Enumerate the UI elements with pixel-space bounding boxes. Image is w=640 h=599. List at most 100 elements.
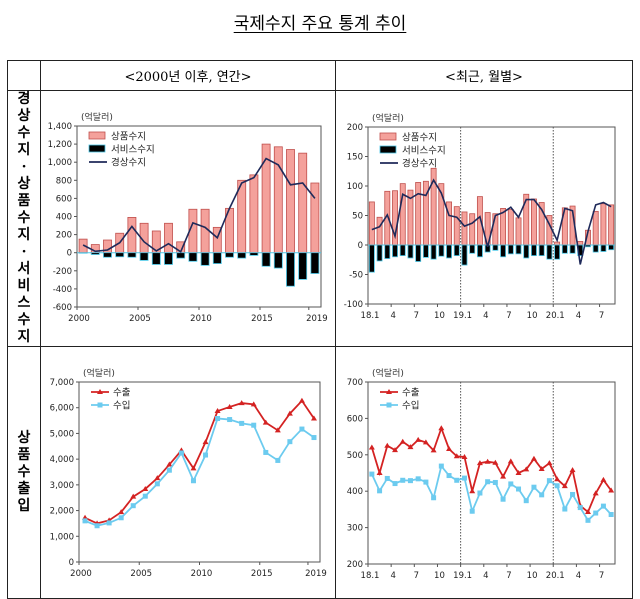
marker-수입 — [203, 452, 209, 458]
marker-수출 — [461, 453, 468, 459]
marker-수출 — [569, 467, 576, 473]
marker-수출 — [190, 465, 197, 471]
x-tick-label: 2015 — [251, 569, 273, 579]
bar-서비스수지 — [469, 244, 476, 254]
y-tick-label: 200 — [56, 231, 72, 241]
bar-서비스수지 — [90, 252, 100, 255]
marker-수입 — [562, 506, 568, 512]
x-tick-label: 2010 — [191, 569, 213, 579]
legend-label: 경상수지 — [111, 157, 146, 169]
marker-수출 — [592, 490, 599, 496]
marker-수출 — [142, 485, 149, 491]
chart-annual-balance: (억달러) -600 -400 -200 0 200 400 600 800 1,000 1,200… — [48, 111, 328, 324]
marker-수입 — [275, 457, 281, 463]
y-tick-label: 50 — [352, 212, 363, 222]
marker-수출 — [600, 476, 607, 482]
y-tick-label: 400 — [56, 213, 72, 223]
x-tick-label: 7 — [599, 311, 604, 321]
y-tick-label: 1,000 — [50, 532, 74, 542]
bar-상품수지 — [600, 203, 607, 246]
line-수입 — [84, 417, 315, 527]
bar-서비스수지 — [446, 244, 452, 259]
bar-상품수지 — [608, 204, 615, 246]
y-tick-label: 1,000 — [48, 158, 72, 168]
bar-서비스수지 — [392, 244, 398, 258]
y-tick-label: 400 — [347, 487, 363, 497]
marker-수출 — [118, 509, 125, 515]
bar-서비스수지 — [531, 244, 537, 257]
y-tick-label: -50 — [349, 271, 363, 281]
marker-수입 — [166, 467, 172, 473]
bar-서비스수지 — [139, 252, 149, 261]
marker-수입 — [384, 475, 390, 481]
bar-서비스수지 — [115, 252, 125, 258]
bar-서비스수지 — [200, 252, 210, 266]
marker-수출 — [538, 465, 545, 471]
bar-서비스수지 — [127, 252, 137, 258]
bar-서비스수지 — [188, 252, 198, 262]
y-tick-label: 7,000 — [50, 378, 74, 388]
y-tick-label: 700 — [347, 378, 363, 388]
y-tick-label: 150 — [347, 153, 363, 163]
y-tick-label: 1,200 — [48, 140, 72, 150]
x-tick-label: 4 — [576, 571, 581, 581]
bar-상품수지 — [164, 222, 173, 254]
marker-수출 — [310, 415, 317, 421]
x-tick-label: 19.1 — [453, 311, 472, 321]
marker-수출 — [608, 487, 615, 493]
bar-서비스수지 — [298, 252, 308, 280]
legend-label: 서비스수지 — [111, 145, 155, 156]
cell-annual-trade — [40, 346, 336, 599]
marker-수입 — [446, 473, 452, 479]
marker-수출 — [250, 401, 257, 407]
bar-상품수지 — [298, 152, 308, 254]
marker-수입 — [263, 449, 269, 455]
bar-상품수지 — [249, 174, 259, 254]
y-tick-label: 800 — [56, 176, 72, 186]
marker-수출 — [476, 460, 483, 466]
marker-수출 — [392, 447, 399, 453]
plot-frame — [367, 381, 616, 565]
marker-수출 — [453, 453, 460, 459]
marker-수출 — [438, 425, 445, 431]
marker-수출 — [430, 447, 437, 453]
chart-annual-trade: (억달러) 0 1,000 2,000 3,000 4,000 5,000 6,000 7,00… — [50, 367, 327, 579]
y-tick-label: 4,000 — [50, 455, 74, 465]
legend-label: 수입 — [113, 400, 130, 412]
marker-수출 — [238, 400, 245, 406]
marker-수출 — [446, 445, 453, 451]
line-경상수지 — [82, 157, 316, 253]
marker-수입 — [423, 479, 429, 485]
x-tick-label: 7 — [599, 571, 604, 581]
bar-상품수지 — [577, 241, 584, 246]
bar-상품수지 — [453, 206, 460, 246]
marker-수입 — [608, 511, 614, 517]
marker-수입 — [577, 505, 583, 511]
marker-수입 — [154, 481, 160, 487]
marker-수출 — [484, 458, 491, 464]
page-title: 국제수지 주요 통계 추이 — [233, 14, 407, 34]
marker-수입 — [407, 478, 413, 484]
legend-label: 수입 — [402, 400, 419, 412]
bar-상품수지 — [554, 241, 561, 246]
bar-서비스수지 — [453, 244, 460, 257]
header-annual: <2000년 이후, 연간> — [40, 60, 336, 91]
marker-수출 — [407, 444, 414, 450]
bar-상품수지 — [507, 209, 514, 246]
marker-수출 — [415, 436, 422, 442]
marker-수입 — [178, 450, 184, 456]
bar-상품수지 — [200, 208, 210, 254]
marker-수입 — [531, 484, 537, 490]
bar-서비스수지 — [585, 244, 591, 248]
x-tick-label: 4 — [576, 311, 581, 321]
marker-수입 — [500, 496, 506, 502]
marker-수입 — [477, 490, 483, 496]
bar-서비스수지 — [273, 252, 283, 269]
y-tick-label: -100 — [344, 300, 363, 310]
bar-서비스수지 — [561, 244, 568, 254]
x-tick-label: 4 — [390, 311, 395, 321]
x-tick-label: 2005 — [130, 569, 152, 579]
bar-서비스수지 — [546, 244, 553, 260]
line-경상수지 — [371, 178, 612, 265]
